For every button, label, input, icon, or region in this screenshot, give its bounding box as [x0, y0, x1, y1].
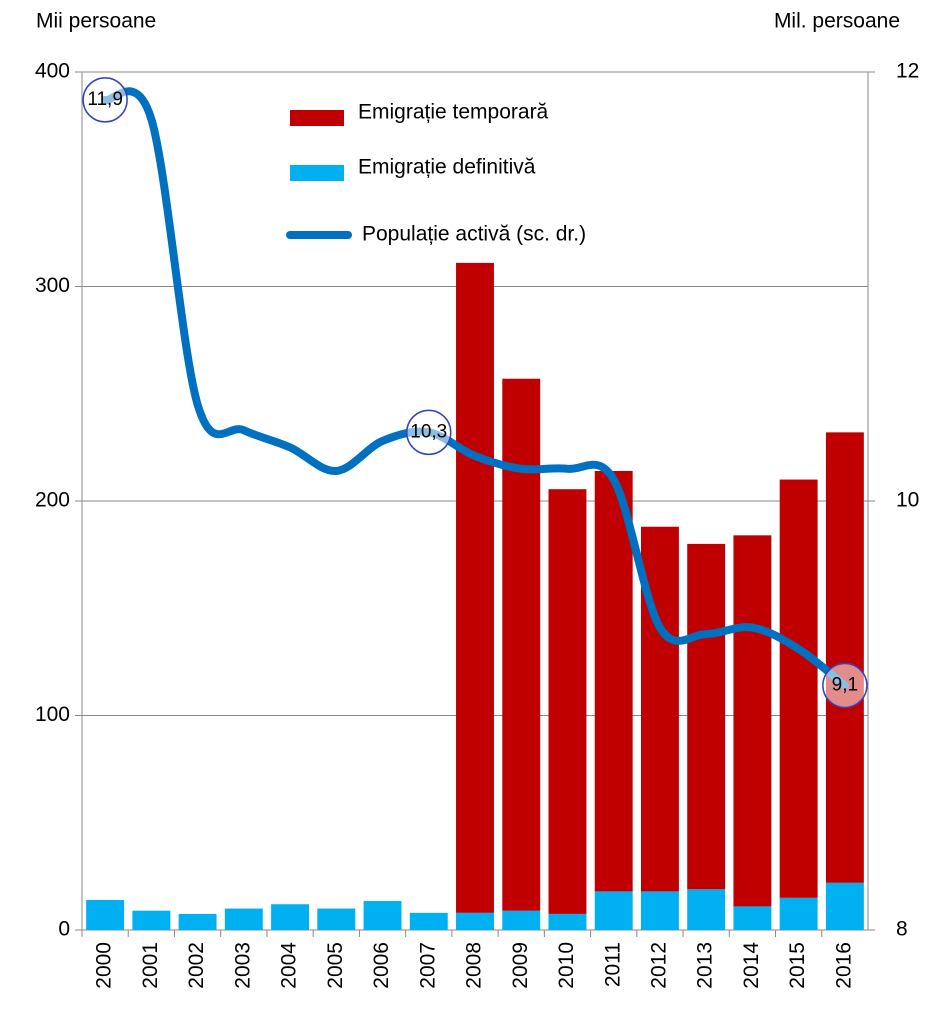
- x-tick-label: 2002: [185, 942, 208, 989]
- y2-axis-label: Mil. persoane: [774, 10, 900, 33]
- bar: [594, 891, 633, 930]
- bar: [548, 489, 587, 914]
- x-tick-label: 2000: [93, 942, 116, 989]
- bar: [224, 908, 263, 930]
- x-tick-label: 2015: [786, 942, 809, 989]
- x-tick-label: 2009: [509, 942, 532, 989]
- bar: [825, 432, 864, 883]
- data-label: 9,1: [832, 674, 858, 695]
- legend-label: Emigrație temporară: [358, 101, 549, 124]
- data-label: 10,3: [410, 421, 447, 442]
- legend-label: Emigrație definitivă: [358, 156, 536, 179]
- bar: [779, 479, 818, 898]
- data-label-circle: [822, 662, 868, 709]
- x-tick-label: 2016: [832, 942, 855, 989]
- x-tick-label: 2014: [740, 942, 763, 989]
- bar: [132, 910, 171, 930]
- bar: [363, 901, 402, 930]
- data-label-circle: [82, 77, 128, 123]
- bar: [456, 912, 494, 930]
- bar: [825, 882, 864, 930]
- x-tick-label: 2013: [694, 942, 717, 989]
- bar: [409, 912, 448, 930]
- x-tick-label: 2012: [647, 942, 670, 989]
- bar: [317, 908, 356, 930]
- data-label: 11,9: [87, 89, 123, 110]
- bar: [271, 904, 310, 930]
- legend-label: Populație activă (sc. dr.): [362, 223, 586, 246]
- x-tick-label: 2011: [601, 942, 624, 987]
- bar: [733, 535, 772, 907]
- y-axis-label: Mii persoane: [36, 10, 156, 33]
- x-tick-label: 2001: [139, 942, 162, 989]
- bar: [779, 897, 818, 930]
- line: [101, 87, 849, 690]
- data-label-circle: [406, 409, 452, 456]
- legend-swatch: [290, 165, 344, 181]
- bar: [86, 899, 125, 930]
- bar: [594, 470, 633, 892]
- y2-tick-label: 12: [896, 60, 919, 83]
- x-tick-label: 2008: [463, 942, 486, 989]
- x-tick-label: 2010: [555, 942, 578, 989]
- x-tick-label: 2007: [416, 942, 439, 989]
- bar: [548, 913, 587, 930]
- bar: [502, 378, 541, 911]
- y-tick-label: 100: [35, 703, 70, 726]
- x-tick-label: 2006: [370, 942, 393, 989]
- bar: [640, 891, 679, 930]
- x-tick-label: 2004: [278, 942, 301, 989]
- y-tick-label: 300: [35, 274, 70, 297]
- legend-swatch: [290, 110, 344, 126]
- y2-tick-label: 10: [896, 489, 919, 512]
- bar: [733, 906, 772, 930]
- bar: [456, 262, 494, 913]
- bar: [178, 913, 217, 930]
- y-tick-label: 400: [35, 60, 70, 83]
- bar: [502, 910, 541, 930]
- bar: [687, 889, 726, 930]
- bar: [687, 543, 726, 890]
- x-tick-label: 2005: [324, 942, 347, 989]
- y-tick-label: 0: [58, 918, 70, 941]
- y2-tick-label: 8: [896, 918, 908, 941]
- x-tick-label: 2003: [231, 942, 254, 989]
- y-tick-label: 200: [35, 489, 70, 512]
